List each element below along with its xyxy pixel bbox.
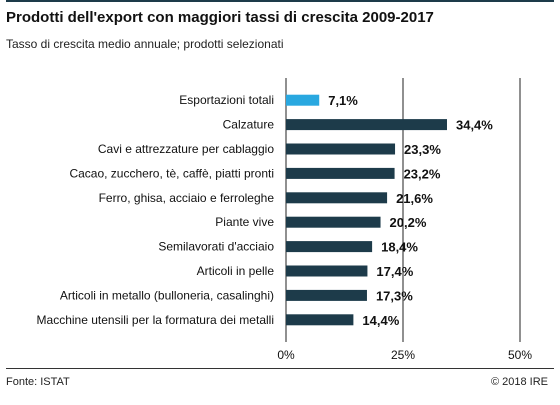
value-label: 23,2% [404, 166, 441, 181]
category-label: Macchine utensili per la formatura dei m… [37, 313, 274, 327]
x-tick-label: 0% [277, 348, 295, 362]
value-label: 14,4% [362, 313, 399, 328]
value-label: 17,4% [376, 264, 413, 279]
bar [286, 241, 373, 253]
category-label: Semilavorati d'acciaio [158, 240, 274, 254]
category-label: Articoli in metallo (bulloneria, casalin… [60, 288, 274, 302]
category-label: Cacao, zucchero, tè, caffè, piatti pront… [69, 166, 274, 180]
footer-rule [6, 368, 554, 369]
category-label: Cavi e attrezzature per cablaggio [98, 142, 274, 156]
top-rule [6, 0, 554, 2]
copyright-note: © 2018 IRE [490, 376, 548, 388]
bar [286, 289, 367, 301]
category-label: Calzature [223, 118, 275, 132]
bar [286, 216, 381, 228]
chart-title: Prodotti dell'export con maggiori tassi … [6, 9, 434, 26]
category-label: Ferro, ghisa, acciaio e ferroleghe [99, 191, 275, 205]
bar [286, 192, 388, 204]
category-label: Esportazioni totali [179, 93, 274, 107]
x-tick-label: 25% [391, 348, 415, 362]
bar [286, 119, 447, 131]
bar [286, 94, 320, 106]
value-label: 23,3% [404, 142, 441, 157]
x-tick-label: 50% [508, 348, 532, 362]
value-label: 7,1% [328, 93, 358, 108]
value-label: 20,2% [390, 215, 427, 230]
bar [286, 143, 396, 155]
value-label: 18,4% [381, 240, 418, 255]
category-label: Piante vive [215, 215, 274, 229]
source-note: Fonte: ISTAT [6, 376, 70, 388]
chart-subtitle: Tasso di crescita medio annuale; prodott… [6, 37, 284, 51]
value-label: 34,4% [456, 118, 493, 133]
bar [286, 265, 368, 277]
value-label: 21,6% [396, 191, 433, 206]
bar [286, 314, 354, 326]
value-label: 17,3% [376, 288, 413, 303]
bar [286, 167, 395, 179]
category-label: Articoli in pelle [197, 264, 275, 278]
